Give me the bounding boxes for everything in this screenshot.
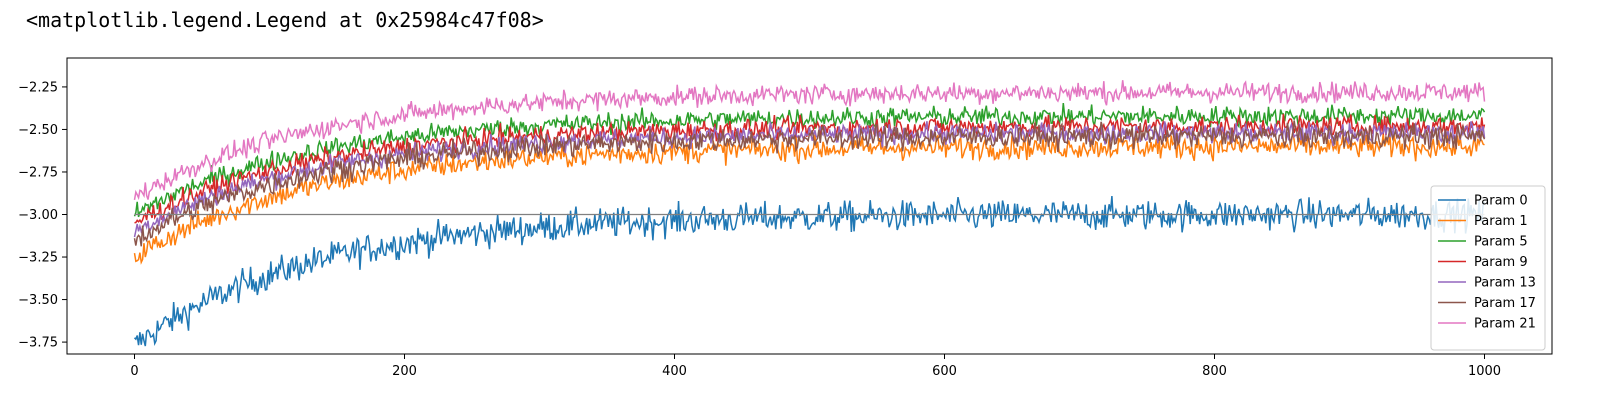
legend-label: Param 1 (1474, 214, 1528, 229)
series-line-param-17 (133, 120, 1486, 247)
y-tick-label: −3.50 (18, 293, 58, 308)
x-tick-label: 1000 (1468, 364, 1501, 379)
x-tick-label: 800 (1202, 364, 1227, 379)
legend-box (1430, 185, 1546, 351)
y-tick-label: −2.75 (18, 165, 58, 180)
legend-label: Param 9 (1474, 255, 1528, 270)
series-line-param-0 (133, 196, 1486, 347)
x-tick-label: 600 (932, 364, 957, 379)
legend-label: Param 17 (1474, 296, 1536, 311)
y-tick-label: −2.50 (18, 123, 58, 138)
y-tick-label: −2.25 (18, 80, 58, 95)
y-tick-label: −3.25 (18, 251, 58, 266)
legend-label: Param 5 (1474, 235, 1528, 250)
legend-label: Param 13 (1474, 276, 1536, 291)
series-line-param-21 (133, 80, 1486, 201)
legend-label: Param 21 (1474, 317, 1536, 332)
legend-label: Param 0 (1474, 194, 1528, 209)
series-layer (133, 80, 1486, 347)
x-tick-label: 0 (130, 364, 138, 379)
series-line-param-5 (133, 103, 1486, 218)
series-line-param-1 (133, 129, 1485, 265)
legend: Param 0 Param 1 Param 5 Param 9 Param 13 Para… (1430, 185, 1546, 351)
axes-frame (66, 57, 1553, 355)
y-axis: −3.75 −3.50 −3.25 −3.00 −2.75 −2.50 −2.25 (18, 80, 67, 351)
y-tick-label: −3.00 (18, 208, 58, 223)
x-tick-label: 400 (662, 364, 687, 379)
x-axis: 0 200 400 600 800 1000 (130, 354, 1501, 379)
y-tick-label: −3.75 (18, 336, 58, 351)
cell-output-text: <matplotlib.legend.Legend at 0x25984c47f… (26, 8, 544, 32)
x-tick-label: 200 (392, 364, 417, 379)
